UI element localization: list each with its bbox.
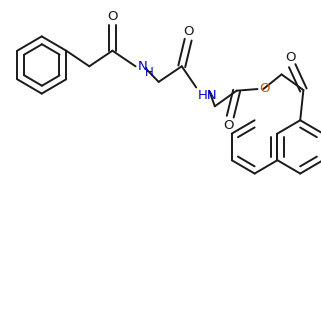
Text: O: O (285, 51, 296, 64)
Text: HN: HN (198, 89, 217, 102)
Text: O: O (183, 25, 194, 38)
Text: H: H (145, 66, 154, 79)
Text: O: O (223, 119, 234, 132)
Text: N: N (138, 60, 148, 73)
Text: O: O (259, 82, 270, 95)
Text: O: O (107, 10, 118, 23)
